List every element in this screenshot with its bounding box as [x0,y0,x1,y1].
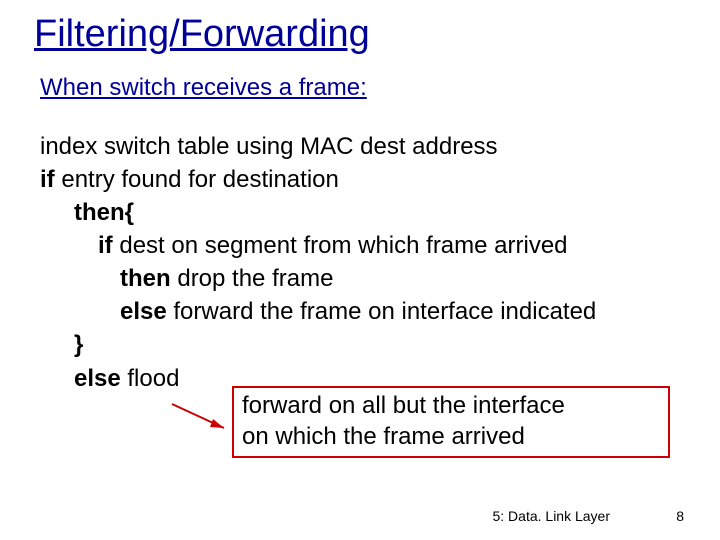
callout-line-1: forward on all but the interface [242,392,565,419]
kw-else-outer: else [74,365,121,392]
pseudocode-block: index switch table using MAC dest addres… [40,130,692,395]
pseudo-line-4: if dest on segment from which frame arri… [40,229,692,262]
brace-close: } [74,331,83,358]
pseudo-line-5: then drop the frame [40,262,692,295]
pseudo-line-4-rest: dest on segment from which frame arrived [113,232,568,259]
pseudo-line-3: then{ [40,196,692,229]
pseudo-line-2: if entry found for destination [40,166,339,193]
pseudo-line-1: index switch table using MAC dest addres… [40,133,498,160]
kw-else-inner: else [120,298,167,325]
pseudo-line-5-rest: drop the frame [171,265,334,292]
callout-line-2: on which the frame arrived [242,423,525,450]
pseudo-line-2-rest: entry found for destination [55,166,339,193]
kw-then-inner: then [120,265,171,292]
slide-subheading: When switch receives a frame: [40,74,692,102]
pseudo-line-6: else forward the frame on interface indi… [40,295,692,328]
footer-section: 5: Data. Link Layer [492,508,610,524]
kw-if-inner: if [98,232,113,259]
arrow-icon [166,398,232,436]
page-number: 8 [676,508,684,524]
kw-then-brace: then{ [74,199,134,226]
kw-if: if [40,166,55,193]
slide-container: Filtering/Forwarding When switch receive… [0,0,720,540]
pseudo-line-8-rest: flood [121,365,180,392]
callout-box: forward on all but the interface on whic… [232,386,670,458]
slide-title: Filtering/Forwarding [34,14,692,56]
pseudo-line-7: } [40,328,692,361]
pseudo-line-6-rest: forward the frame on interface indicated [167,298,597,325]
